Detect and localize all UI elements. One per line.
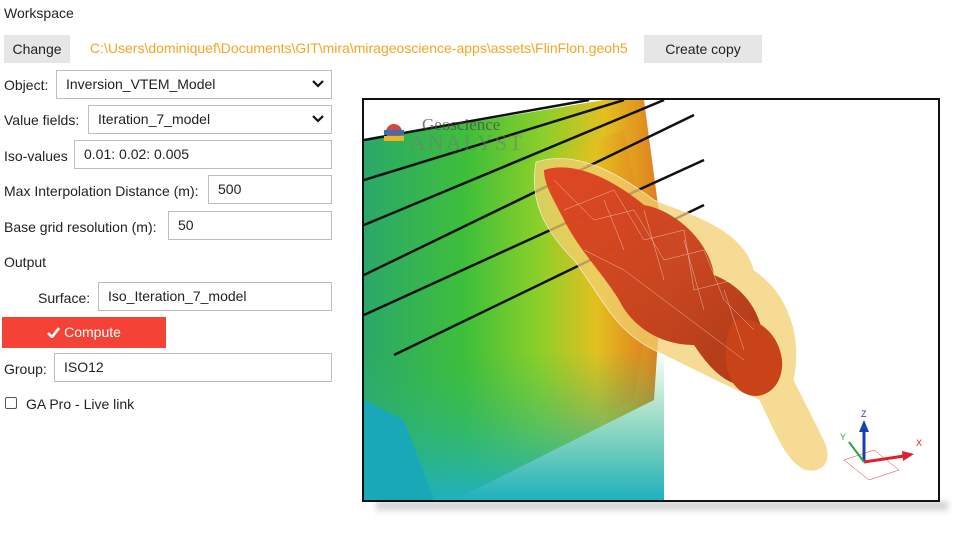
iso-values-input[interactable]: 0.01: 0.02: 0.005 [74, 140, 332, 169]
surface-label: Surface: [38, 290, 91, 306]
check-icon [47, 317, 61, 347]
axis-y-label: Y [840, 432, 846, 442]
max-interp-input[interactable]: 500 [208, 175, 332, 204]
iso-surface-render: Geoscience ANALYST Z X Y [364, 100, 922, 500]
surface-input[interactable]: Iso_Iteration_7_model [98, 282, 332, 311]
compute-button[interactable]: Compute [2, 317, 166, 348]
live-link-checkbox[interactable] [5, 397, 17, 409]
change-button[interactable]: Change [4, 35, 70, 63]
group-input[interactable]: ISO12 [54, 353, 332, 382]
axis-z-label: Z [861, 409, 867, 419]
chevron-down-icon [312, 115, 324, 123]
value-fields-label: Value fields: [4, 112, 80, 128]
workspace-heading: Workspace [4, 5, 74, 21]
workspace-path: C:\Users\dominiquef\Documents\GIT\mira\m… [90, 40, 628, 56]
geoscience-analyst-logo [384, 124, 404, 141]
base-grid-label: Base grid resolution (m): [4, 219, 157, 235]
object-value: Inversion_VTEM_Model [66, 76, 216, 92]
base-grid-input[interactable]: 50 [168, 211, 332, 240]
object-label: Object: [4, 77, 49, 93]
chevron-down-icon [312, 80, 324, 88]
iso-values-label: Iso-values [4, 148, 68, 164]
compute-label: Compute [64, 324, 121, 340]
viewer-shadow [376, 502, 948, 514]
logo-text-top: Geoscience [422, 115, 500, 134]
object-select[interactable]: Inversion_VTEM_Model [56, 70, 332, 99]
output-label: Output [4, 254, 47, 270]
logo-text-bottom: ANALYST [410, 130, 524, 155]
axis-x-label: X [916, 438, 922, 448]
live-link-label: GA Pro - Live link [26, 396, 135, 412]
max-interp-label: Max Interpolation Distance (m): [4, 183, 199, 199]
value-fields-select[interactable]: Iteration_7_model [88, 105, 332, 134]
group-label: Group: [4, 361, 47, 377]
create-copy-button[interactable]: Create copy [644, 35, 762, 63]
value-fields-value: Iteration_7_model [98, 111, 211, 127]
axis-triad: Z X Y [840, 409, 922, 481]
viewer-3d[interactable]: Geoscience ANALYST Z X Y [362, 98, 940, 502]
